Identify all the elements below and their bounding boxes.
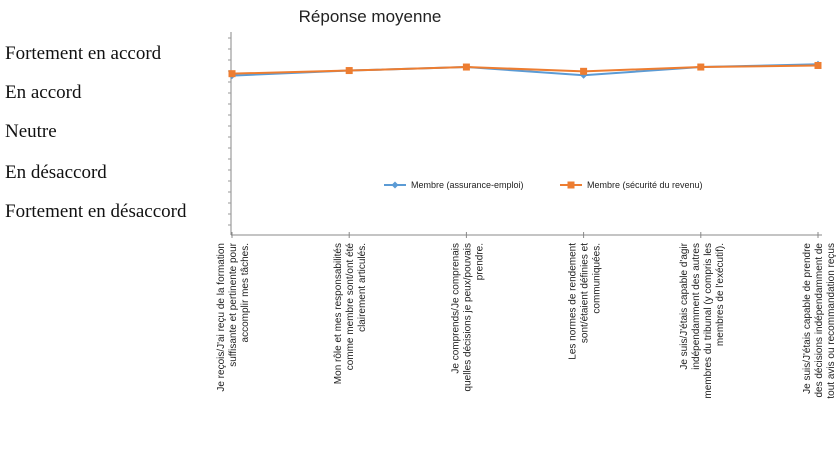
x-tick-label: sont/étaient définies et: [580, 243, 591, 343]
legend-swatch-marker: [567, 181, 575, 189]
x-tick-label: quelles décisions je peux/pouvais: [462, 243, 473, 391]
data-point: [580, 67, 588, 75]
legend-label: Membre (assurance-emploi): [411, 180, 524, 190]
x-tick-label: Mon rôle et mes responsabilités: [333, 243, 344, 384]
x-tick-label: tout avis ou recommandation reçus: [826, 243, 837, 399]
legend: Membre (assurance-emploi) Membre (sécurit…: [384, 180, 703, 190]
y-tick-label: Fortement en désaccord: [5, 201, 187, 222]
legend-item: Membre (assurance-emploi): [384, 180, 524, 190]
data-point: [814, 61, 822, 69]
x-tick-label: clairement articulés.: [357, 243, 368, 332]
x-tick-label: prendre.: [474, 243, 485, 280]
x-tick-label: accomplir mes tâches.: [240, 243, 251, 342]
x-tick-label: comme membre sont/ont été: [345, 243, 356, 371]
y-tick-label: En désaccord: [5, 162, 107, 183]
data-point: [228, 70, 236, 78]
x-tick-label: suffisante et pertinente pour: [228, 242, 239, 366]
x-tick-label: Je reçois/J'ai reçu de la formation: [216, 243, 227, 392]
legend-label: Membre (sécurité du revenu): [587, 180, 703, 190]
data-point: [462, 63, 470, 71]
data-point: [345, 67, 353, 75]
y-tick-label: Fortement en accord: [5, 43, 162, 64]
legend-item: Membre (sécurité du revenu): [560, 180, 703, 190]
series-line: [231, 64, 819, 75]
x-tick-label: membres du tribunal (y compris les: [703, 243, 714, 399]
chart-title: Réponse moyenne: [299, 7, 442, 26]
x-tick-label: Les normes de rendement: [568, 243, 579, 360]
x-tick-label: indépendamment des autres: [691, 243, 702, 370]
y-tick-label: En accord: [5, 82, 82, 103]
legend-swatch-marker: [391, 181, 399, 189]
x-tick-label: Je suis/J'étais capable d'agir: [679, 242, 690, 369]
x-tick-label: des décisions indépendamment de: [814, 243, 825, 398]
data-point: [697, 63, 705, 71]
x-tick-label: membres de l'exécutif).: [715, 243, 726, 346]
series-securite-du-revenu: [228, 61, 822, 78]
x-axis: Je reçois/J'ai reçu de la formation suffi…: [216, 232, 837, 399]
x-tick-label: communiquées.: [592, 243, 603, 314]
x-tick-label: Je suis/J'étais capable de prendre: [802, 243, 813, 394]
series-layer: [228, 60, 822, 80]
x-tick-label: Je comprends/Je comprenais: [450, 243, 461, 374]
y-tick-label: Neutre: [5, 121, 57, 142]
y-axis: Fortement en désaccord En désaccord Neutre…: [5, 32, 232, 235]
